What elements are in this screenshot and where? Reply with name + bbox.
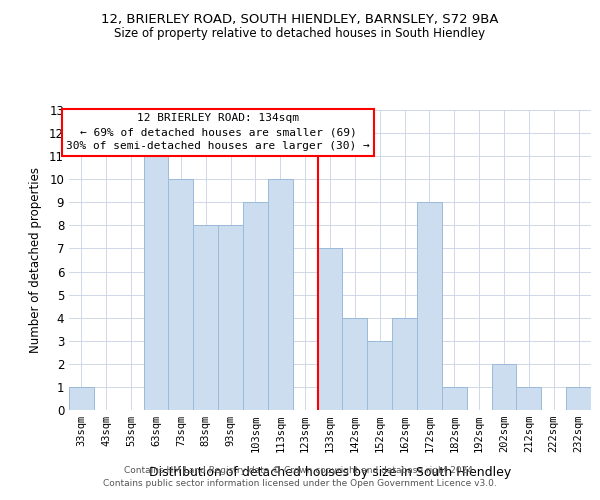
Bar	[69, 387, 94, 410]
Bar	[517, 387, 541, 410]
X-axis label: Distribution of detached houses by size in South Hiendley: Distribution of detached houses by size …	[149, 466, 511, 479]
Bar	[268, 179, 293, 410]
Bar	[566, 387, 591, 410]
Bar	[367, 341, 392, 410]
Bar	[218, 226, 243, 410]
Bar	[169, 179, 193, 410]
Bar	[143, 156, 169, 410]
Text: 12 BRIERLEY ROAD: 134sqm
← 69% of detached houses are smaller (69)
30% of semi-d: 12 BRIERLEY ROAD: 134sqm ← 69% of detach…	[66, 114, 370, 152]
Bar	[343, 318, 367, 410]
Text: Size of property relative to detached houses in South Hiendley: Size of property relative to detached ho…	[115, 28, 485, 40]
Bar	[317, 248, 343, 410]
Bar	[392, 318, 417, 410]
Bar	[442, 387, 467, 410]
Bar	[243, 202, 268, 410]
Bar	[193, 226, 218, 410]
Bar	[417, 202, 442, 410]
Text: Contains HM Land Registry data © Crown copyright and database right 2024.
Contai: Contains HM Land Registry data © Crown c…	[103, 466, 497, 487]
Y-axis label: Number of detached properties: Number of detached properties	[29, 167, 42, 353]
Text: 12, BRIERLEY ROAD, SOUTH HIENDLEY, BARNSLEY, S72 9BA: 12, BRIERLEY ROAD, SOUTH HIENDLEY, BARNS…	[101, 12, 499, 26]
Bar	[491, 364, 517, 410]
